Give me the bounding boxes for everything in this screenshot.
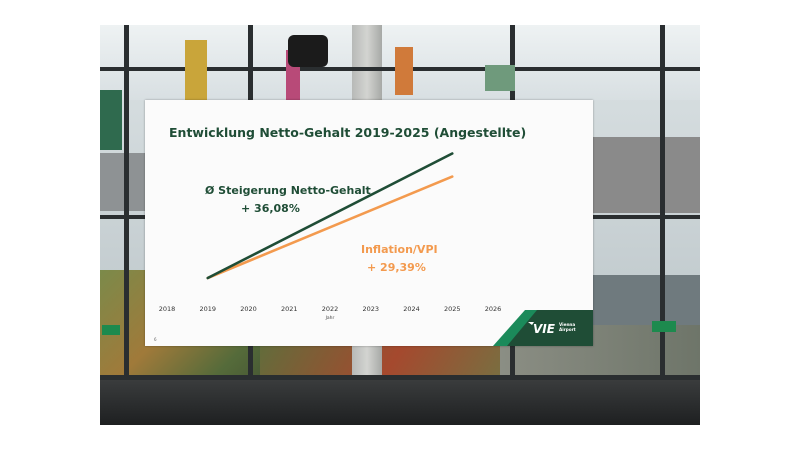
x-tick-label: 2020 bbox=[240, 305, 257, 313]
x-axis-ticks: 2018 2019 2020 2021 2022 2023 2024 2025 2026 bbox=[159, 305, 502, 313]
banner-vienna bbox=[100, 90, 122, 150]
transom-3 bbox=[100, 375, 700, 380]
flag-yellow bbox=[185, 40, 207, 102]
presentation-slide: Entwicklung Netto-Gehalt 2019-2025 (Ange… bbox=[145, 100, 593, 346]
series-value-salary: + 36,08% bbox=[241, 202, 300, 215]
mullion-1 bbox=[124, 25, 129, 425]
logo-subtitle-1: Vienna bbox=[559, 322, 575, 327]
chart: Entwicklung Netto-Gehalt 2019-2025 (Ange… bbox=[154, 125, 593, 346]
exit-sign-right bbox=[652, 321, 676, 332]
x-tick-label: 2023 bbox=[362, 305, 379, 313]
spotlight bbox=[288, 35, 328, 67]
series-line-0 bbox=[206, 152, 454, 280]
chart-title: Entwicklung Netto-Gehalt 2019-2025 (Ange… bbox=[169, 125, 526, 140]
logo-subtitle-2: Airport bbox=[559, 327, 576, 332]
x-axis-label: Jahr bbox=[325, 315, 335, 321]
x-tick-label: 2022 bbox=[322, 305, 339, 313]
x-tick-label: 2026 bbox=[485, 305, 502, 313]
x-tick-label: 2024 bbox=[403, 305, 420, 313]
series-line-1 bbox=[206, 175, 454, 280]
facade-band-right bbox=[590, 137, 700, 213]
x-tick-label: 2019 bbox=[199, 305, 216, 313]
series-value-inflation: + 29,39% bbox=[367, 261, 426, 274]
series-label-salary: Ø Steigerung Netto-Gehalt bbox=[205, 184, 371, 197]
x-tick-label: 2025 bbox=[444, 305, 461, 313]
series-label-inflation: Inflation/VPI bbox=[361, 243, 438, 256]
logo-band bbox=[507, 310, 593, 346]
flag-green bbox=[485, 65, 515, 91]
chart-lines bbox=[206, 152, 454, 280]
x-tick-label: 2021 bbox=[281, 305, 298, 313]
page-number: 6 bbox=[154, 337, 157, 342]
logo-text: VIE bbox=[533, 322, 556, 336]
exit-sign-left bbox=[102, 325, 120, 335]
x-tick-label: 2018 bbox=[159, 305, 176, 313]
plane-icon bbox=[528, 322, 534, 325]
mullion-4 bbox=[660, 25, 665, 425]
vie-logo: VIE Vienna Airport bbox=[528, 322, 576, 336]
canopy-dark bbox=[100, 380, 700, 425]
flag-orange bbox=[395, 47, 413, 95]
